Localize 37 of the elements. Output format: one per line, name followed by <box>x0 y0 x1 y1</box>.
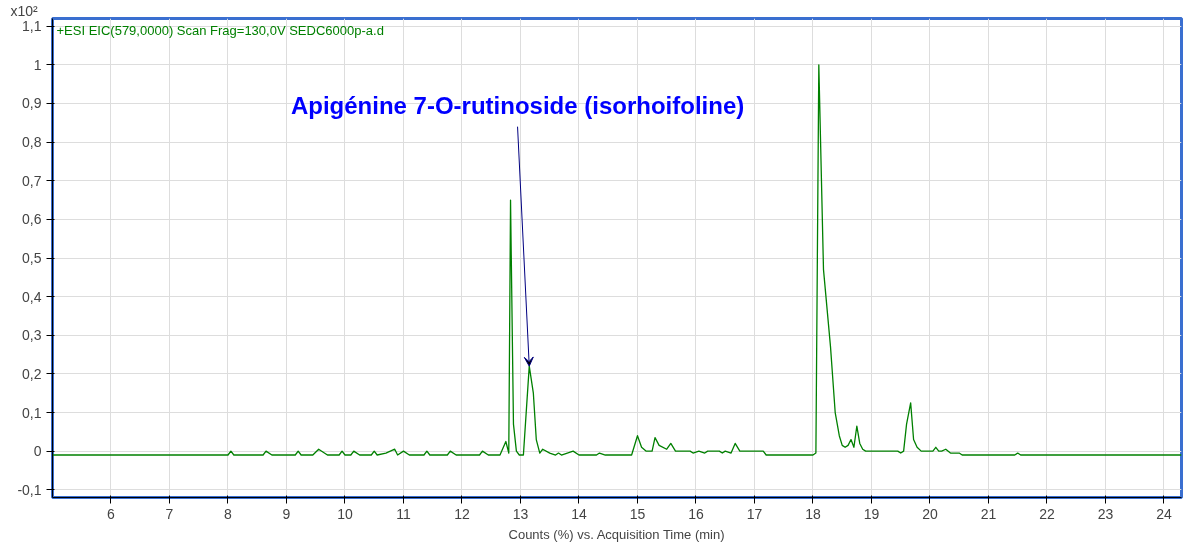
y-tick-label: 1 <box>33 56 42 73</box>
x-tick-label: 11 <box>396 505 411 522</box>
annotation: Apigénine 7-O-rutinoside (isorhoifoline) <box>290 91 745 119</box>
x-tick-label: 13 <box>512 505 529 522</box>
x-tick-label: 14 <box>571 505 587 522</box>
y-tick-label: 0,3 <box>22 327 42 344</box>
y-tick-label: 0,2 <box>22 365 42 382</box>
y-tick-label: 0,7 <box>22 172 42 189</box>
x-tick-label: 12 <box>454 505 470 522</box>
x-tick-label: 21 <box>980 505 997 522</box>
y-tick-label: 0,6 <box>22 211 42 228</box>
x-tick-label: 23 <box>1097 505 1114 522</box>
line-series <box>52 64 1182 456</box>
y-tick-label: 0,8 <box>22 134 42 151</box>
x-tick-label: 17 <box>746 505 763 522</box>
x-tick-label: 24 <box>1156 505 1172 522</box>
x-axis-title: Counts (%) vs. Acquisition Time (min) <box>508 526 725 542</box>
x-tick-label: 10 <box>337 505 353 522</box>
x-tick-label: 8 <box>224 505 233 522</box>
y-axis-title: x10² <box>10 2 39 19</box>
y-tick-label: 0,5 <box>22 250 42 266</box>
y-tick-label: 0,1 <box>22 404 42 421</box>
x-tick-label: 22 <box>1039 505 1055 522</box>
x-tick-label: 18 <box>805 505 821 522</box>
x-tick-label: 19 <box>863 505 880 522</box>
y-tick-label: 0 <box>33 443 42 460</box>
y-tick-label: 1,1 <box>22 18 42 35</box>
y-tick-label: 0,9 <box>22 95 42 112</box>
chart-title: +ESI EIC(579,0000) Scan Frag=130,0V SEDC6000p-a.d <box>56 22 384 38</box>
x-tick-label: 20 <box>922 505 938 522</box>
y-tick-label: -0,1 <box>17 481 42 498</box>
x-tick-label: 15 <box>629 505 646 522</box>
x-tick-label: 16 <box>688 505 704 522</box>
x-tick-label: 9 <box>282 505 291 522</box>
x-tick-label: 6 <box>107 505 116 522</box>
x-tick-label: 7 <box>165 505 174 522</box>
y-tick-label: 0,4 <box>22 288 42 305</box>
